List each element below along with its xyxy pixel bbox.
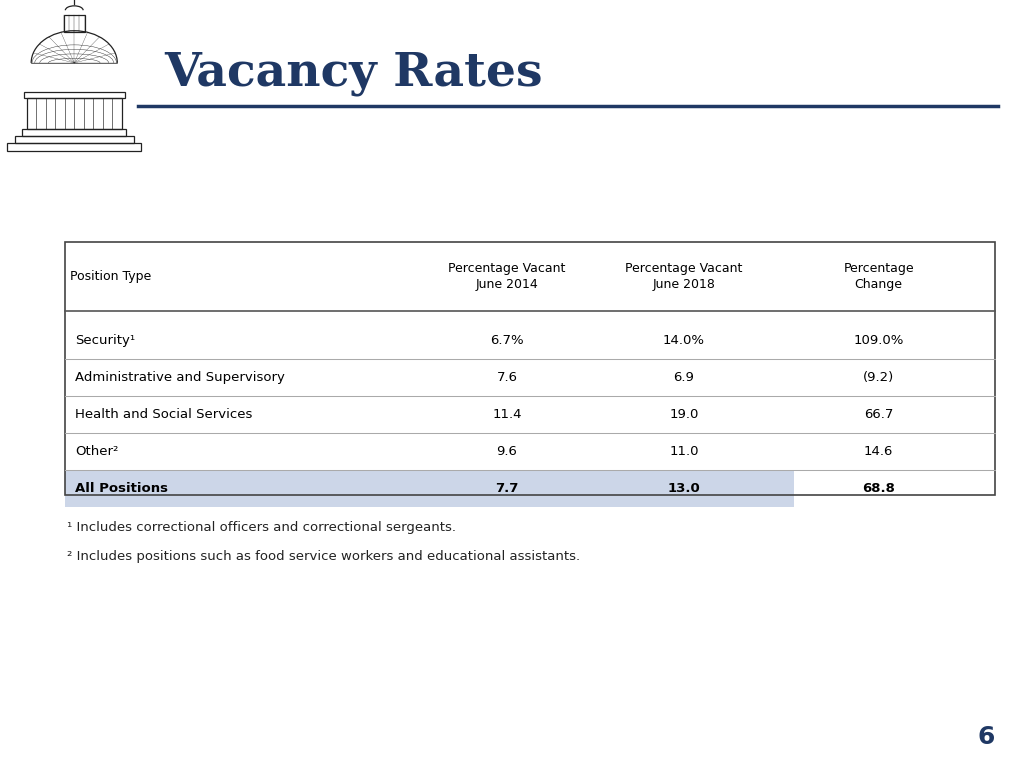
Text: Percentage
Change: Percentage Change	[844, 262, 913, 291]
Bar	[14, 136, 133, 144]
Text: 7.6: 7.6	[497, 372, 517, 384]
Bar	[7, 144, 141, 151]
Text: Health and Social Services: Health and Social Services	[75, 409, 252, 421]
Text: 66.7: 66.7	[864, 409, 893, 421]
Text: 11.0: 11.0	[670, 445, 698, 458]
Text: All Positions: All Positions	[75, 482, 168, 495]
Text: 7.7: 7.7	[496, 482, 518, 495]
Text: Vacancy Rates: Vacancy Rates	[164, 50, 543, 96]
Text: 109.0%: 109.0%	[853, 335, 904, 347]
Bar	[65, 470, 794, 507]
Text: Percentage Vacant
June 2014: Percentage Vacant June 2014	[449, 262, 565, 291]
Text: 6.9: 6.9	[674, 372, 694, 384]
Bar	[65, 242, 995, 495]
Text: ¹ Includes correctional officers and correctional sergeants.: ¹ Includes correctional officers and cor…	[67, 521, 456, 534]
Bar	[63, 15, 85, 32]
Text: 19.0: 19.0	[670, 409, 698, 421]
Text: Percentage Vacant
June 2018: Percentage Vacant June 2018	[626, 262, 742, 291]
Text: 68.8: 68.8	[862, 482, 895, 495]
Text: 6: 6	[978, 725, 995, 749]
Text: 14.0%: 14.0%	[663, 335, 706, 347]
Text: ² Includes positions such as food service workers and educational assistants.: ² Includes positions such as food servic…	[67, 550, 580, 563]
Text: 13.0: 13.0	[668, 482, 700, 495]
Text: Security¹: Security¹	[75, 335, 135, 347]
Text: 14.6: 14.6	[864, 445, 893, 458]
Text: 9.6: 9.6	[497, 445, 517, 458]
Text: (9.2): (9.2)	[863, 372, 894, 384]
Text: Administrative and Supervisory: Administrative and Supervisory	[75, 372, 285, 384]
Bar	[24, 92, 125, 98]
Text: 11.4: 11.4	[493, 409, 521, 421]
Bar	[27, 98, 122, 129]
Text: 6.7%: 6.7%	[490, 335, 523, 347]
Text: Other²: Other²	[75, 445, 118, 458]
Bar	[23, 129, 126, 136]
Text: Position Type: Position Type	[70, 270, 151, 283]
